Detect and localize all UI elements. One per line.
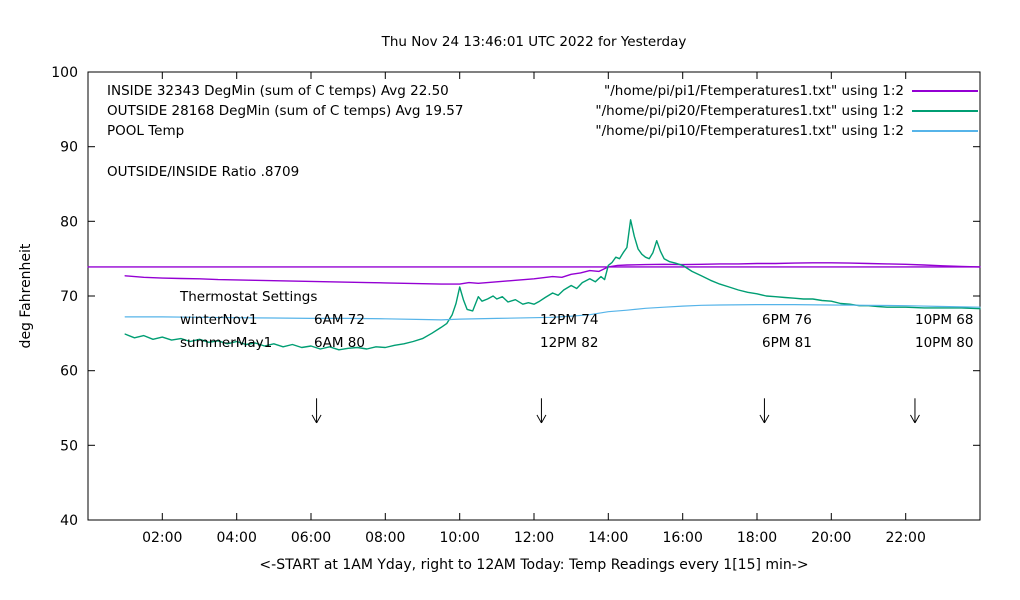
svg-text:60: 60 bbox=[60, 364, 78, 380]
legend-line-sample-outside bbox=[912, 110, 978, 112]
legend-label-inside: INSIDE 32343 DegMin (sum of C temps) Avg… bbox=[107, 83, 449, 99]
legend-label-outside: OUTSIDE 28168 DegMin (sum of C temps) Av… bbox=[107, 103, 464, 119]
svg-text:10:00: 10:00 bbox=[440, 530, 480, 546]
legend-label-pool: POOL Temp bbox=[107, 123, 185, 139]
svg-text:08:00: 08:00 bbox=[365, 530, 405, 546]
svg-text:70: 70 bbox=[60, 289, 78, 305]
svg-text:12:00: 12:00 bbox=[514, 530, 554, 546]
svg-text:22:00: 22:00 bbox=[886, 530, 926, 546]
legend-file-outside: "/home/pi/pi20/Ftemperatures1.txt" using… bbox=[595, 103, 904, 119]
chart-title: Thu Nov 24 13:46:01 UTC 2022 for Yesterd… bbox=[381, 34, 687, 50]
thermostat-winter-6am: 6AM 72 bbox=[314, 312, 365, 328]
thermostat-summer-label: summerMay1 bbox=[180, 335, 273, 351]
legend-line-sample-pool bbox=[912, 130, 978, 132]
thermostat-summer-12pm: 12PM 82 bbox=[540, 335, 599, 351]
svg-text:16:00: 16:00 bbox=[663, 530, 703, 546]
thermostat-summer-6pm: 6PM 81 bbox=[762, 335, 812, 351]
legend-key-pool: "/home/pi/pi10/Ftemperatures1.txt" using… bbox=[595, 123, 978, 139]
outside-inside-ratio: OUTSIDE/INSIDE Ratio .8709 bbox=[107, 164, 300, 180]
svg-text:100: 100 bbox=[51, 65, 78, 81]
thermostat-summer-6am: 6AM 80 bbox=[314, 335, 365, 351]
svg-text:90: 90 bbox=[60, 140, 78, 156]
thermostat-summer-10pm: 10PM 80 bbox=[915, 335, 974, 351]
legend-file-inside: "/home/pi/pi1/Ftemperatures1.txt" using … bbox=[604, 83, 904, 99]
svg-text:04:00: 04:00 bbox=[217, 530, 257, 546]
legend-key-inside: "/home/pi/pi1/Ftemperatures1.txt" using … bbox=[604, 83, 978, 99]
svg-text:20:00: 20:00 bbox=[811, 530, 851, 546]
svg-text:06:00: 06:00 bbox=[291, 530, 331, 546]
legend-row-inside: INSIDE 32343 DegMin (sum of C temps) Avg… bbox=[107, 82, 978, 100]
svg-text:80: 80 bbox=[60, 214, 78, 230]
legend-line-sample-inside bbox=[912, 90, 978, 92]
thermostat-winter-6pm: 6PM 76 bbox=[762, 312, 812, 328]
legend-key-outside: "/home/pi/pi20/Ftemperatures1.txt" using… bbox=[595, 103, 978, 119]
legend-row-pool: POOL Temp "/home/pi/pi10/Ftemperatures1.… bbox=[107, 122, 978, 140]
svg-text:50: 50 bbox=[60, 438, 78, 454]
svg-text:40: 40 bbox=[60, 513, 78, 529]
thermostat-settings-title: Thermostat Settings bbox=[180, 289, 318, 305]
thermostat-winter-10pm: 10PM 68 bbox=[915, 312, 974, 328]
legend-file-pool: "/home/pi/pi10/Ftemperatures1.txt" using… bbox=[595, 123, 904, 139]
svg-text:02:00: 02:00 bbox=[142, 530, 182, 546]
y-axis-label: deg Fahrenheit bbox=[18, 243, 34, 349]
svg-text:18:00: 18:00 bbox=[737, 530, 777, 546]
legend-row-outside: OUTSIDE 28168 DegMin (sum of C temps) Av… bbox=[107, 102, 978, 120]
thermostat-winter-12pm: 12PM 74 bbox=[540, 312, 599, 328]
x-axis-label: <-START at 1AM Yday, right to 12AM Today… bbox=[259, 557, 809, 573]
thermostat-winter-label: winterNov1 bbox=[180, 312, 258, 328]
svg-text:14:00: 14:00 bbox=[588, 530, 628, 546]
